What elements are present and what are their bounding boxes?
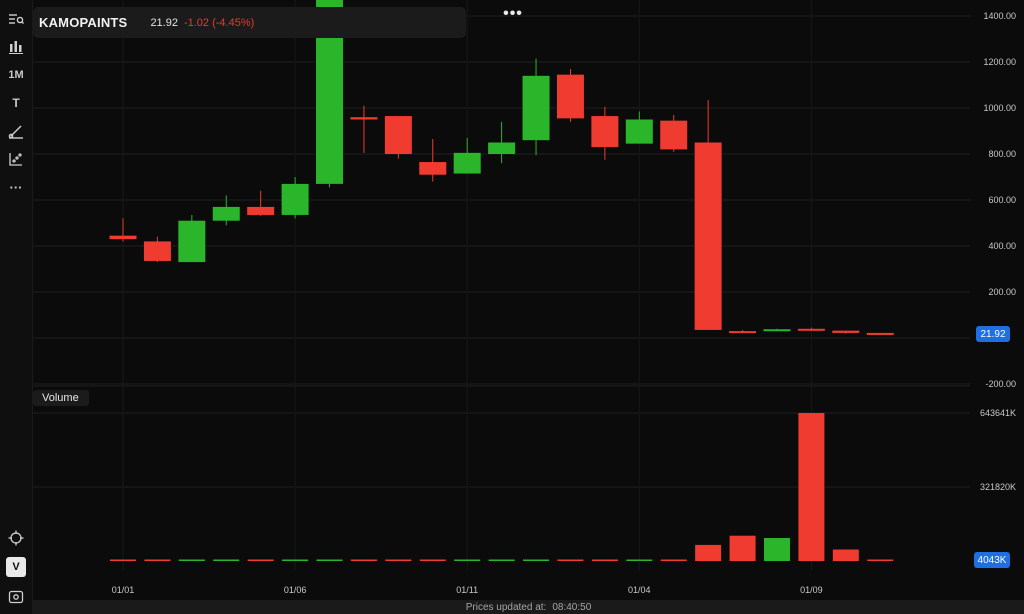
volume-bar bbox=[867, 559, 894, 561]
volume-bar bbox=[282, 559, 309, 561]
candle-body bbox=[488, 142, 516, 154]
status-label: Prices updated at: bbox=[465, 601, 547, 613]
price-change: -1.02 (-4.45%) bbox=[183, 16, 255, 29]
volume-bar bbox=[729, 535, 756, 561]
candle-body bbox=[281, 183, 309, 215]
candles bbox=[109, 0, 894, 335]
status-time: 08:40:50 bbox=[552, 601, 592, 613]
view-icon[interactable] bbox=[5, 586, 27, 608]
volume-bar bbox=[247, 559, 274, 561]
candle-body bbox=[763, 329, 791, 332]
candle-body bbox=[832, 330, 860, 333]
candle-body bbox=[419, 162, 447, 175]
draw-icon[interactable] bbox=[5, 120, 27, 142]
candle-body bbox=[143, 241, 171, 261]
candle-body bbox=[591, 116, 619, 148]
indicators-icon[interactable] bbox=[5, 148, 27, 170]
v-button[interactable]: V bbox=[6, 557, 26, 577]
volume-bar bbox=[385, 559, 412, 561]
candle-body bbox=[178, 220, 206, 263]
volume-panel-title: Volume bbox=[33, 390, 89, 406]
volume-tick-label: 321820K bbox=[980, 482, 1016, 492]
volume-bar bbox=[798, 413, 825, 561]
price-tick-label: 1400.00 bbox=[983, 11, 1016, 21]
candle-body bbox=[729, 331, 757, 334]
time-tick-label: 01/11 bbox=[456, 585, 478, 595]
volume-bar bbox=[591, 559, 618, 561]
candle-body bbox=[797, 328, 825, 331]
candle-body bbox=[109, 235, 137, 240]
volume-bar bbox=[213, 559, 240, 561]
price-tick-label: 400.00 bbox=[988, 241, 1016, 251]
menu-search-icon[interactable] bbox=[5, 8, 27, 30]
symbol-header[interactable]: KAMOPAINTS 21.92 -1.02 (-4.45%) bbox=[33, 7, 466, 38]
candle-body bbox=[694, 142, 722, 330]
candle-body bbox=[247, 206, 275, 215]
volume-bar bbox=[488, 559, 515, 561]
grid-lines bbox=[33, 0, 970, 570]
price-tick-label: -200.00 bbox=[985, 379, 1016, 389]
chart-type-icon[interactable] bbox=[5, 36, 27, 58]
volume-bar bbox=[557, 559, 584, 561]
volume-bar bbox=[660, 559, 687, 561]
status-bar: Prices updated at: 08:40:50 bbox=[33, 600, 1024, 614]
interval-button[interactable]: 1M bbox=[8, 69, 24, 81]
candle-body bbox=[625, 119, 653, 144]
more-tools-icon[interactable]: ··· bbox=[9, 179, 23, 195]
time-tick-label: 01/06 bbox=[284, 585, 307, 595]
volume-axis: 643641K 321820K bbox=[980, 408, 1016, 492]
time-axis: 01/01 01/06 01/11 01/04 01/09 bbox=[112, 585, 823, 595]
volume-bars bbox=[110, 413, 894, 561]
price-tick-label: 200.00 bbox=[988, 287, 1016, 297]
candle-body bbox=[384, 116, 412, 154]
volume-bar bbox=[695, 544, 722, 561]
text-tool-button[interactable]: T bbox=[12, 96, 20, 110]
volume-bar bbox=[316, 559, 343, 561]
volume-bar bbox=[626, 559, 653, 561]
volume-bar bbox=[832, 549, 859, 561]
candle-body bbox=[350, 117, 378, 120]
volume-bar bbox=[523, 559, 550, 561]
ticker-symbol: KAMOPAINTS bbox=[39, 15, 128, 30]
price-axis: 1400.00 1200.00 1000.00 800.00 600.00 400.00 2… bbox=[983, 11, 1016, 389]
volume-bar bbox=[454, 559, 481, 561]
left-toolbar: 1M T ··· V bbox=[0, 0, 33, 614]
price-tick-label: 800.00 bbox=[988, 149, 1016, 159]
time-tick-label: 01/09 bbox=[800, 585, 823, 595]
candle-body bbox=[522, 75, 550, 141]
time-tick-label: 01/01 bbox=[112, 585, 135, 595]
last-price-tag: 21.92 bbox=[976, 326, 1010, 342]
volume-bar bbox=[178, 559, 205, 561]
candle-body bbox=[866, 332, 894, 335]
candle-body bbox=[660, 120, 688, 150]
volume-bar bbox=[763, 538, 790, 561]
candle-body bbox=[212, 206, 240, 221]
time-tick-label: 01/04 bbox=[628, 585, 651, 595]
crosshair-icon[interactable] bbox=[5, 527, 27, 549]
last-price: 21.92 bbox=[150, 16, 178, 29]
candle-body bbox=[556, 74, 584, 119]
volume-bar bbox=[419, 559, 446, 561]
price-tick-label: 1000.00 bbox=[983, 103, 1016, 113]
volume-tick-label: 643641K bbox=[980, 408, 1016, 418]
more-dots-icon[interactable]: ••• bbox=[503, 5, 523, 22]
candle-body bbox=[453, 152, 481, 174]
volume-bar bbox=[350, 559, 377, 561]
last-volume-tag: 4043K bbox=[974, 552, 1010, 568]
volume-bar bbox=[110, 559, 136, 561]
volume-bar bbox=[144, 559, 171, 561]
price-tick-label: 600.00 bbox=[988, 195, 1016, 205]
price-tick-label: 1200.00 bbox=[983, 57, 1016, 67]
